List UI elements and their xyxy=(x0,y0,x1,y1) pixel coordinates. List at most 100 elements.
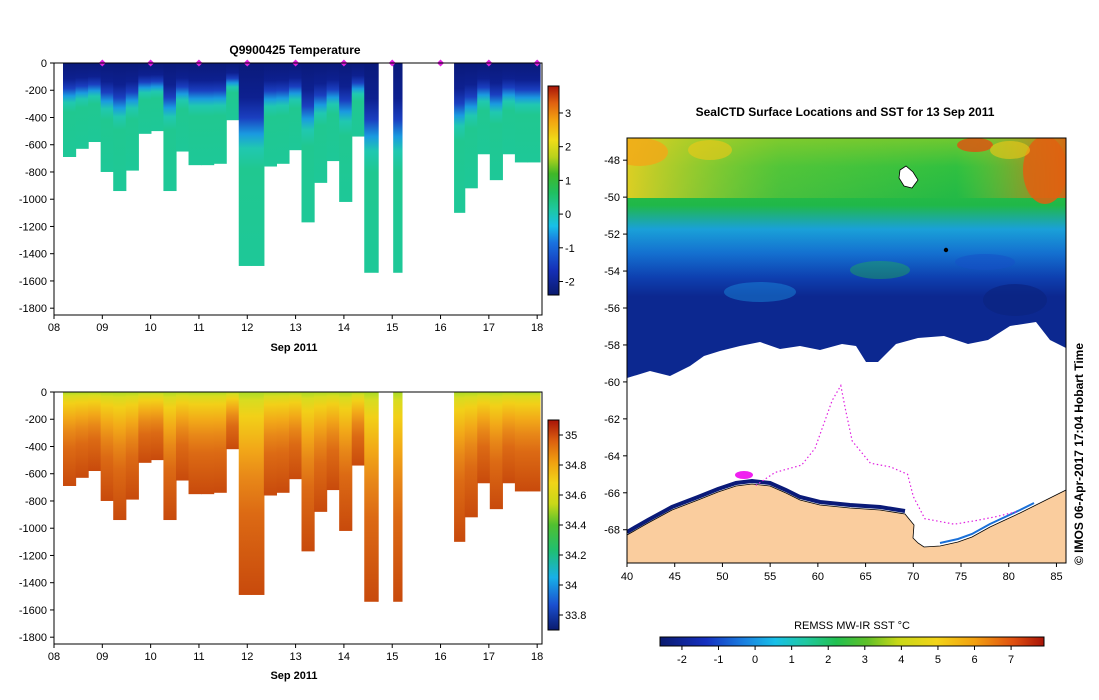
sst-colorbar-label: REMSS MW-IR SST °C xyxy=(794,620,910,632)
lon-tick-label: 60 xyxy=(812,571,824,583)
profile-column xyxy=(489,392,503,510)
profile-column xyxy=(314,392,328,512)
imos-credit: © IMOS 06-Apr-2017 17:04 Hobart Time xyxy=(1072,343,1086,565)
x-tick-label: 10 xyxy=(145,651,157,663)
sst-colorbar-tick-label: 0 xyxy=(752,654,758,666)
colorbar-tick-label: 33.8 xyxy=(565,610,586,622)
colorbar-tick-label: -2 xyxy=(565,277,575,289)
profile-column xyxy=(527,63,541,163)
sst-colorbar-tick-label: 5 xyxy=(935,654,941,666)
no-data-gap xyxy=(429,392,455,606)
colorbar-tick-label: 34.4 xyxy=(565,520,586,532)
colorbar-tick-label: 34.6 xyxy=(565,490,586,502)
colorbar-tick-label: -1 xyxy=(565,243,575,255)
profile-column xyxy=(125,63,139,171)
no-data-gap xyxy=(429,63,455,277)
y-tick-label: -1600 xyxy=(19,605,47,617)
x-tick-label: 13 xyxy=(289,651,301,663)
lat-tick-label: -50 xyxy=(604,192,620,204)
profile-column xyxy=(527,392,541,492)
x-tick-label: 08 xyxy=(48,651,60,663)
colorbar-tick-label: 1 xyxy=(565,175,571,187)
lat-tick-label: -58 xyxy=(604,340,620,352)
profile-column xyxy=(88,392,102,472)
x-tick-label: 18 xyxy=(531,651,543,663)
profile-column xyxy=(364,63,378,273)
profile-column xyxy=(502,392,516,484)
colorbar-tick-label: 2 xyxy=(565,142,571,154)
lon-tick-label: 45 xyxy=(669,571,681,583)
no-data-gap xyxy=(378,392,394,606)
profile-column xyxy=(489,63,503,181)
profile-column xyxy=(514,392,529,492)
x-tick-label: 13 xyxy=(289,322,301,334)
y-tick-label: -1200 xyxy=(19,550,47,562)
profile-column xyxy=(314,63,328,183)
map-title: SealCTD Surface Locations and SST for 13… xyxy=(696,105,995,119)
profile-column xyxy=(263,63,277,167)
sst-map-panel: SealCTD Surface Locations and SST for 13… xyxy=(604,105,1086,666)
y-tick-label: -800 xyxy=(25,167,47,179)
profile-column xyxy=(201,392,215,495)
x-tick-label: 16 xyxy=(434,322,446,334)
salinity-panel: 08 09 10 11 12 13 14 15 16 17 18 0 -200 -400 -600 -800 -… xyxy=(19,387,587,682)
profile-column xyxy=(100,63,114,172)
lat-tick-label: -64 xyxy=(604,451,620,463)
sst-colorbar-tick-label: -1 xyxy=(714,654,724,666)
profile-column xyxy=(188,392,202,495)
profile-column xyxy=(502,63,516,155)
x-tick-label: 15 xyxy=(386,322,398,334)
colorbar-tick-label: 34.8 xyxy=(565,460,586,472)
profile-column xyxy=(75,63,89,149)
lon-tick-label: 50 xyxy=(716,571,728,583)
coastal-sst xyxy=(627,478,906,534)
map-axes: 40 45 50 55 60 65 70 75 80 85 -48 -50 -52 -54 -56 -58 -6… xyxy=(604,155,1062,583)
lat-tick-label: -66 xyxy=(604,488,620,500)
lat-tick-label: -48 xyxy=(604,155,620,167)
y-tick-label: -1000 xyxy=(19,194,47,206)
x-tick-label: 12 xyxy=(241,651,253,663)
seal-track xyxy=(755,383,1019,525)
profile-column xyxy=(100,392,114,501)
lat-tick-label: -68 xyxy=(604,525,620,537)
y-tick-label: -400 xyxy=(25,112,47,124)
profile-column xyxy=(63,63,77,157)
y-tick-label: -1200 xyxy=(19,221,47,233)
salinity-xlabel: Sep 2011 xyxy=(270,670,317,682)
lon-tick-label: 75 xyxy=(955,571,967,583)
y-tick-label: -1800 xyxy=(19,303,47,315)
colorbar-tick-label: 34 xyxy=(565,580,577,592)
profile-column xyxy=(301,63,315,223)
y-tick-label: -600 xyxy=(25,140,47,152)
seal-cluster xyxy=(735,471,753,479)
profile-column xyxy=(477,63,491,155)
profile-column xyxy=(201,63,215,166)
sst-colorbar-tick-label: 1 xyxy=(789,654,795,666)
sst-colorbar-tick-label: 2 xyxy=(825,654,831,666)
profile-column xyxy=(213,63,227,164)
x-tick-label: 14 xyxy=(338,651,350,663)
profile-column xyxy=(351,392,365,466)
temperature-title: Q9900425 Temperature xyxy=(229,43,361,57)
profile-column xyxy=(288,392,303,480)
y-tick-label: -1600 xyxy=(19,276,47,288)
sst-colorbar-tick-label: 7 xyxy=(1008,654,1014,666)
x-tick-label: 12 xyxy=(241,322,253,334)
profile-column xyxy=(163,63,177,192)
salinity-section xyxy=(63,392,541,606)
map-frame xyxy=(626,137,1067,564)
profile-column xyxy=(251,392,265,595)
profile-column xyxy=(113,63,127,192)
x-tick-label: 09 xyxy=(96,651,108,663)
y-tick-label: -1400 xyxy=(19,249,47,261)
lat-tick-label: -60 xyxy=(604,377,620,389)
island-kerguelen xyxy=(898,165,919,189)
sst-colorbar-tick-label: -2 xyxy=(677,654,687,666)
x-tick-label: 11 xyxy=(193,322,204,334)
x-tick-label: 10 xyxy=(145,322,157,334)
profile-column xyxy=(150,392,165,461)
profile-column xyxy=(175,63,190,152)
profile-column xyxy=(226,63,240,121)
x-tick-label: 14 xyxy=(338,322,350,334)
profile-column xyxy=(339,63,353,202)
